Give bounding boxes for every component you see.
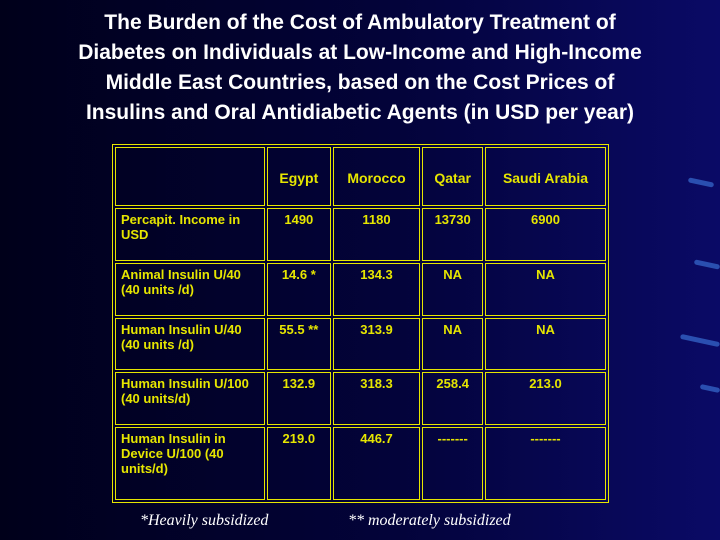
cell: NA xyxy=(484,263,606,316)
column-header: Morocco xyxy=(332,147,421,207)
cell: 1490 xyxy=(267,208,331,262)
cell: 258.4 xyxy=(422,372,483,425)
footnote: ** moderately subsidized xyxy=(348,512,511,529)
table-row: Animal Insulin U/40 (40 units /d) 14.6 * 1… xyxy=(115,263,606,316)
row-label: Human Insulin in Device U/100 (40 units/… xyxy=(115,426,265,500)
title-line: The Burden of the Cost of Ambulatory Tre… xyxy=(104,11,616,34)
corner-cell xyxy=(115,147,265,207)
title-line: Middle East Countries, based on the Cost… xyxy=(105,71,615,94)
decor xyxy=(699,383,720,394)
column-header: Qatar xyxy=(422,147,483,207)
cell: ------- xyxy=(422,426,483,500)
row-label: Animal Insulin U/40 (40 units /d) xyxy=(115,263,265,316)
cell: 134.3 xyxy=(332,263,421,316)
cell: NA xyxy=(422,263,483,316)
header-row: Egypt Morocco Qatar Saudi Arabia xyxy=(115,147,606,207)
footnote: *Heavily subsidized xyxy=(140,512,269,529)
cell: 446.7 xyxy=(332,426,421,500)
cell: 313.9 xyxy=(332,317,421,371)
table-row: Human Insulin U/40 (40 units /d) 55.5 ** 3… xyxy=(115,317,606,371)
title-line: Diabetes on Individuals at Low-Income an… xyxy=(78,41,642,64)
row-label: Human Insulin U/100 (40 units/d) xyxy=(115,372,265,425)
cell: 132.9 xyxy=(267,372,331,425)
cell: 318.3 xyxy=(332,372,421,425)
title-line: Insulins and Oral Antidiabetic Agents (i… xyxy=(85,101,635,124)
row-label: Human Insulin U/40 (40 units /d) xyxy=(115,317,265,371)
decor xyxy=(679,333,720,348)
cell: 13730 xyxy=(422,208,483,262)
column-header: Saudi Arabia xyxy=(484,147,606,207)
cell: 6900 xyxy=(484,208,606,262)
decor xyxy=(693,259,720,270)
decor xyxy=(687,177,715,188)
cost-table: Egypt Morocco Qatar Saudi Arabia Percapit. I… xyxy=(112,144,609,503)
row-label: Percapit. Income in USD xyxy=(115,208,265,262)
slide-title: The Burden of the Cost of Ambulatory Tre… xyxy=(0,8,720,128)
cell: 219.0 xyxy=(267,426,331,500)
table-row: Human Insulin U/100 (40 units/d) 132.9 318… xyxy=(115,372,606,425)
table-row: Human Insulin in Device U/100 (40 units/… xyxy=(115,426,606,500)
cell: 213.0 xyxy=(484,372,606,425)
cell: 14.6 * xyxy=(267,263,331,316)
cell: NA xyxy=(484,317,606,371)
cell: NA xyxy=(422,317,483,371)
table-row: Percapit. Income in USD 1490 1180 13730 6900 xyxy=(115,208,606,262)
cell: 1180 xyxy=(332,208,421,262)
column-header: Egypt xyxy=(267,147,331,207)
cell: ------- xyxy=(484,426,606,500)
cell: 55.5 ** xyxy=(267,317,331,371)
